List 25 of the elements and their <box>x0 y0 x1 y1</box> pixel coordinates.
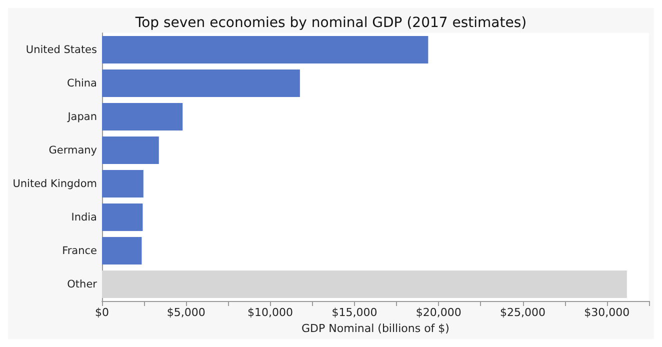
y-tick-label: China <box>67 77 97 90</box>
x-axis-title: GDP Nominal (billions of $) <box>302 322 450 335</box>
y-tick-label: Japan <box>66 110 97 123</box>
y-tick-label: Other <box>67 278 98 290</box>
x-tick-label: $20,000 <box>416 306 462 319</box>
y-tick-label: Germany <box>48 144 97 156</box>
bar <box>102 204 143 231</box>
bar <box>102 70 300 97</box>
bar <box>102 103 183 130</box>
bar <box>102 136 159 164</box>
y-tick-label: United Kingdom <box>12 178 97 190</box>
bar <box>102 170 144 198</box>
bar <box>102 270 627 298</box>
y-tick-label: India <box>71 211 97 224</box>
chart-title: Top seven economies by nominal GDP (2017 estimates) <box>134 15 527 31</box>
x-tick-label: $30,000 <box>584 306 630 319</box>
x-tick-label: $0 <box>95 306 109 319</box>
y-tick-label: France <box>62 244 97 257</box>
bar <box>102 36 428 64</box>
x-tick-label: $15,000 <box>332 306 378 319</box>
y-tick-label: United States <box>26 44 97 56</box>
x-tick-label: $5,000 <box>166 306 206 319</box>
bar <box>102 237 142 264</box>
x-tick-label: $25,000 <box>500 306 546 319</box>
x-tick-label: $10,000 <box>248 306 294 319</box>
